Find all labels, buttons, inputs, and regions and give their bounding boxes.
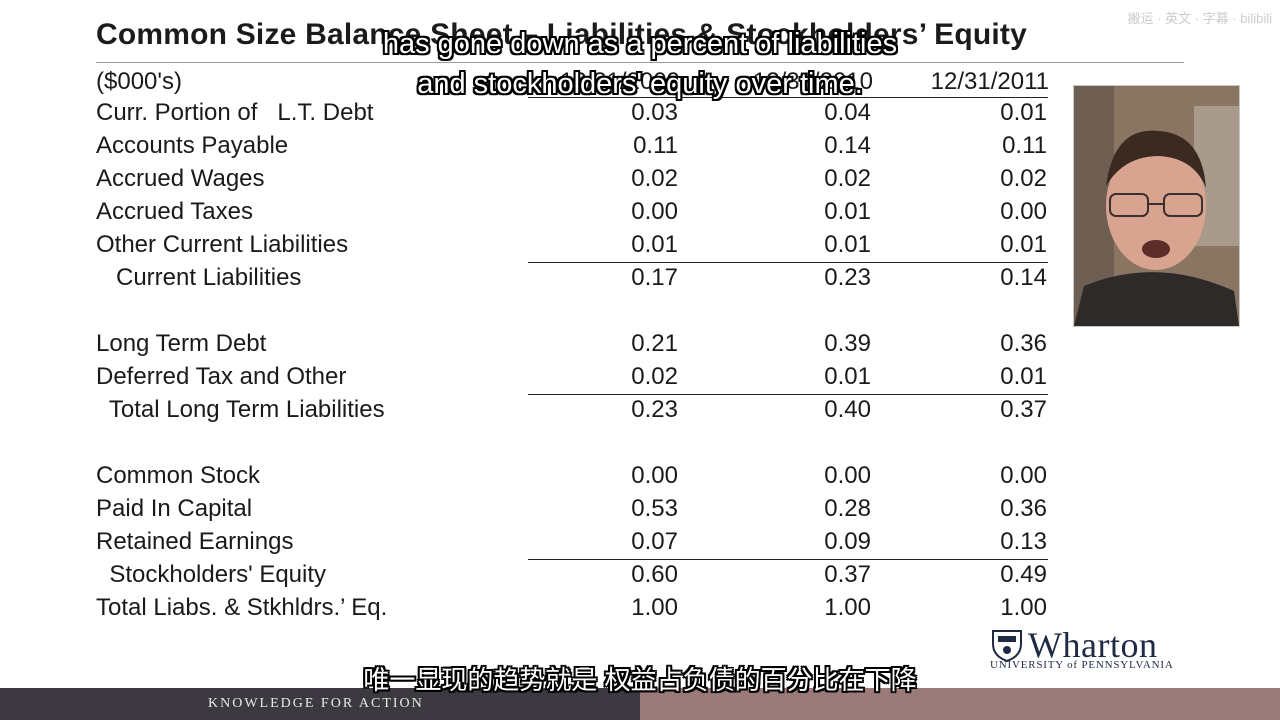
row-value-col-1: 0.07 (631, 528, 678, 555)
footer-tagline: KNOWLEDGE FOR ACTION (208, 696, 424, 711)
subtotal-rule (528, 262, 1048, 263)
row-label: Accounts Payable (96, 132, 289, 159)
row-value-col-1: 0.02 (631, 363, 678, 390)
subtitle-english-line-2: and stockholders' equity over time. (417, 68, 863, 100)
presenter-webcam (1073, 85, 1240, 327)
row-value-col-2: 0.01 (824, 198, 871, 225)
row-value-col-2: 0.23 (824, 264, 871, 291)
row-label: Long Term Debt (96, 330, 267, 357)
row-label: Curr. Portion of L.T. Debt (96, 99, 374, 126)
logo-subtitle: UNIVERSITY of PENNSYLVANIA (990, 659, 1174, 671)
table-row: Deferred Tax and Other 0.02 0.01 0.01 (0, 363, 1280, 395)
wharton-logo: Wharton UNIVERSITY of PENNSYLVANIA (990, 625, 1190, 672)
row-value-col-3: 0.11 (1002, 132, 1047, 159)
row-value-col-3: 0.01 (1000, 99, 1047, 126)
row-value-col-3: 0.36 (1000, 330, 1047, 357)
row-value-col-1: 0.17 (631, 264, 678, 291)
table-row: Common Stock 0.00 0.00 0.00 (0, 462, 1280, 494)
row-value-col-2: 0.09 (824, 528, 871, 555)
table-row: Long Term Debt 0.21 0.39 0.36 (0, 330, 1280, 362)
units-label: ($000's) (96, 68, 182, 95)
subtitle-english-line-1: has gone down as a percent of liabilitie… (382, 28, 898, 60)
row-value-col-1: 0.11 (633, 132, 678, 159)
row-value-col-3: 0.01 (1000, 231, 1047, 258)
row-label: Current Liabilities (96, 264, 302, 291)
row-value-col-1: 0.23 (631, 396, 678, 423)
row-value-col-3: 0.00 (1000, 198, 1047, 225)
row-value-col-1: 0.03 (631, 99, 678, 126)
table-row: Accrued Wages 0.02 0.02 0.02 (0, 165, 1280, 197)
row-label: Accrued Wages (96, 165, 265, 192)
table-row: Current Liabilities 0.17 0.23 0.14 (0, 264, 1280, 296)
row-value-col-3: 0.13 (1000, 528, 1047, 555)
row-label: Paid In Capital (96, 495, 253, 522)
table-row: Paid In Capital 0.53 0.28 0.36 (0, 495, 1280, 527)
table-row: Accounts Payable 0.11 0.14 0.11 (0, 132, 1280, 164)
title-divider (96, 62, 1184, 63)
table-row: Other Current Liabilities 0.01 0.01 0.01 (0, 231, 1280, 263)
row-value-col-1: 1.00 (631, 594, 678, 621)
row-label: Retained Earnings (96, 528, 294, 555)
row-value-col-3: 0.49 (1000, 561, 1047, 588)
subtotal-rule (528, 394, 1048, 395)
row-value-col-2: 0.00 (824, 462, 871, 489)
row-label: Accrued Taxes (96, 198, 253, 225)
row-value-col-3: 0.36 (1000, 495, 1047, 522)
row-value-col-2: 0.04 (824, 99, 871, 126)
footer-bar-left: KNOWLEDGE FOR ACTION (0, 688, 640, 720)
shield-icon (992, 630, 1022, 662)
row-value-col-2: 1.00 (824, 594, 871, 621)
row-label: Deferred Tax and Other (96, 363, 347, 390)
row-label: Total Long Term Liabilities (96, 396, 385, 423)
row-label: Common Stock (96, 462, 261, 489)
row-value-col-2: 0.39 (824, 330, 871, 357)
row-value-col-3: 0.01 (1000, 363, 1047, 390)
row-label: Stockholders' Equity (96, 561, 327, 588)
row-value-col-3: 0.14 (1000, 264, 1047, 291)
row-value-col-1: 0.53 (631, 495, 678, 522)
row-value-col-2: 0.37 (824, 561, 871, 588)
row-value-col-1: 0.60 (631, 561, 678, 588)
channel-watermark: 搬运 · 英文 · 字幕 · bilibili (1127, 11, 1272, 26)
row-value-col-2: 0.01 (824, 363, 871, 390)
slide-title: Common Size Balance Sheet – Liabilities … (96, 18, 1027, 51)
subtotal-rule (528, 559, 1048, 560)
footer-bar-right (640, 688, 1280, 720)
table-row: Stockholders' Equity 0.60 0.37 0.49 (0, 561, 1280, 593)
table-row: Total Long Term Liabilities 0.23 0.40 0.37 (0, 396, 1280, 428)
column-header-2011: 12/31/2011 (930, 68, 1049, 95)
row-value-col-1: 0.01 (631, 231, 678, 258)
subtitle-chinese: 唯一显现的趋势就是 权益占负债的百分比在下降 (363, 665, 917, 695)
row-value-col-2: 0.28 (824, 495, 871, 522)
column-header-2009: 12/31/2009 (559, 68, 680, 95)
row-label: Total Liabs. & Stkhldrs.’ Eq. (96, 594, 388, 621)
table-row: Total Liabs. & Stkhldrs.’ Eq. 1.00 1.00 1.0… (0, 594, 1280, 626)
row-value-col-3: 0.00 (1000, 462, 1047, 489)
row-value-col-3: 0.37 (1000, 396, 1047, 423)
row-value-col-2: 0.01 (824, 231, 871, 258)
row-value-col-1: 0.02 (631, 165, 678, 192)
row-value-col-2: 0.02 (824, 165, 871, 192)
table-row: Retained Earnings 0.07 0.09 0.13 (0, 528, 1280, 560)
table-row: Accrued Taxes 0.00 0.01 0.00 (0, 198, 1280, 230)
row-value-col-2: 0.14 (824, 132, 871, 159)
row-value-col-1: 0.21 (631, 330, 678, 357)
row-value-col-3: 1.00 (1000, 594, 1047, 621)
table-row: Curr. Portion of L.T. Debt 0.03 0.04 0.01 (0, 99, 1280, 131)
column-header-2010: 12/31/2010 (752, 68, 873, 95)
row-value-col-1: 0.00 (631, 462, 678, 489)
row-label: Other Current Liabilities (96, 231, 349, 258)
logo-wordmark: Wharton (1028, 625, 1158, 665)
header-underline (528, 97, 1048, 98)
row-value-col-3: 0.02 (1000, 165, 1047, 192)
presenter-image (1074, 86, 1239, 326)
row-value-col-2: 0.40 (824, 396, 871, 423)
row-value-col-1: 0.00 (631, 198, 678, 225)
